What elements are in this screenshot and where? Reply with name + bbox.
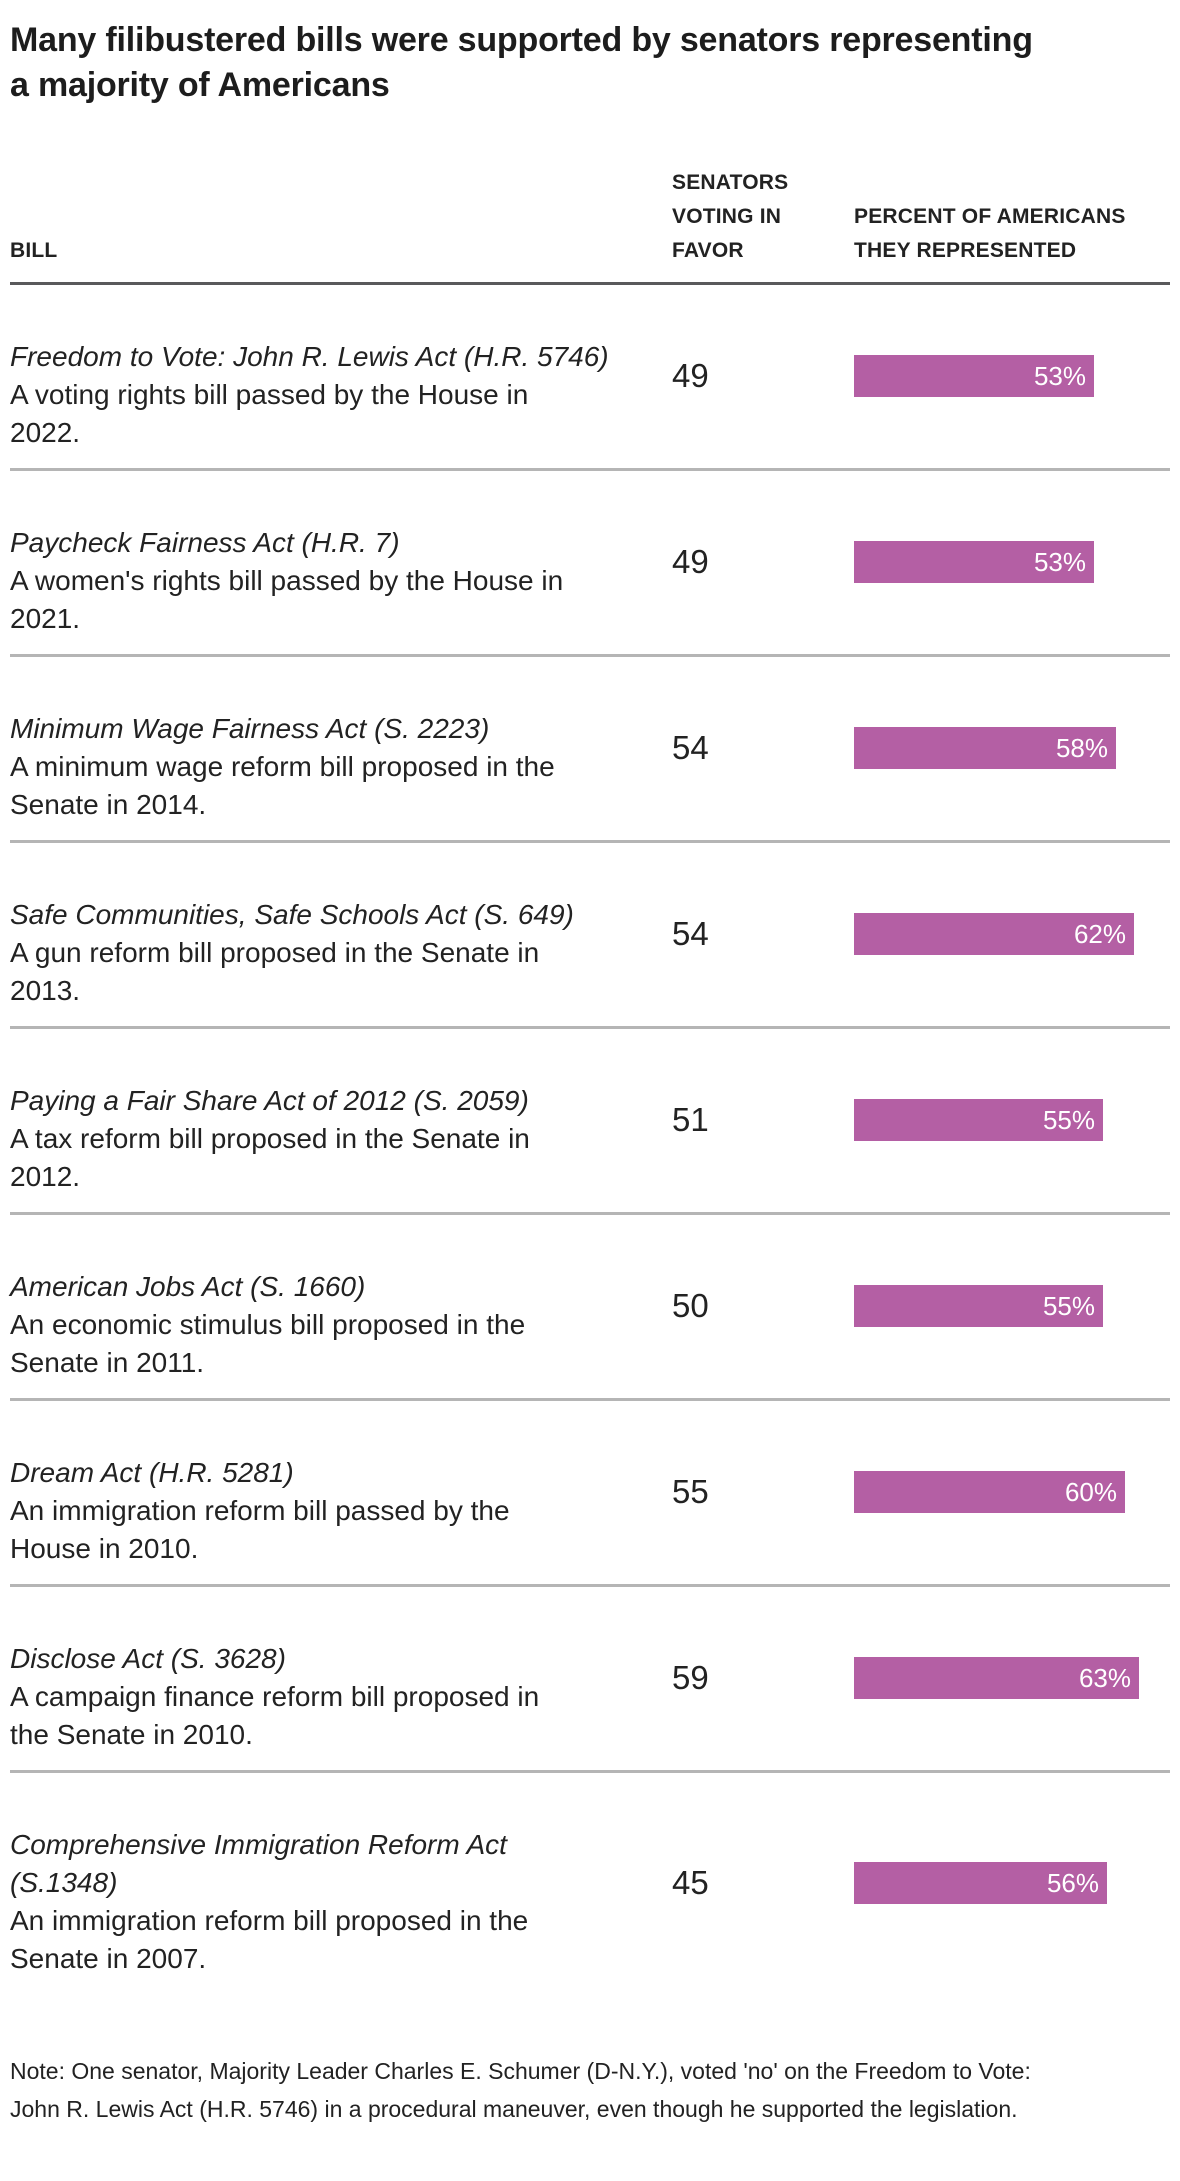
percent-bar-label: 55% [1042, 1290, 1095, 1321]
votes-value: 51 [672, 1101, 709, 1138]
percent-bar: 55% [854, 1099, 1103, 1141]
bar-cell: 62% [854, 913, 1170, 955]
header-bill: BILL [10, 239, 58, 262]
table-row: Paycheck Fairness Act (H.R. 7) A women's… [10, 471, 1170, 657]
bill-description: An immigration reform bill proposed in t… [10, 1905, 529, 1974]
percent-bar-label: 63% [1078, 1662, 1131, 1693]
votes-value: 55 [672, 1473, 709, 1510]
footnote: Note: One senator, Majority Leader Charl… [10, 2058, 1031, 2122]
table-header: BILL SENATORS VOTING IN FAVOR PERCENT OF… [10, 166, 1170, 285]
percent-bar-label: 62% [1073, 918, 1126, 949]
table-row: Safe Communities, Safe Schools Act (S. 6… [10, 843, 1170, 1029]
percent-bar: 56% [854, 1862, 1107, 1904]
table-row: Freedom to Vote: John R. Lewis Act (H.R.… [10, 285, 1170, 471]
votes-value: 50 [672, 1287, 709, 1324]
percent-bar-label: 53% [1033, 546, 1086, 577]
percent-bar: 53% [854, 355, 1094, 397]
votes-value: 54 [672, 915, 709, 952]
table-row: Dream Act (H.R. 5281) An immigration ref… [10, 1401, 1170, 1587]
bill-name: Safe Communities, Safe Schools Act (S. 6… [10, 899, 574, 930]
bill-name: Paying a Fair Share Act of 2012 (S. 2059… [10, 1085, 529, 1116]
votes-value: 49 [672, 357, 709, 394]
bar-cell: 55% [854, 1099, 1170, 1141]
header-senators-voting: SENATORS VOTING IN FAVOR [672, 171, 789, 262]
table-row: Disclose Act (S. 3628) A campaign financ… [10, 1587, 1170, 1773]
table-row: American Jobs Act (S. 1660) An economic … [10, 1215, 1170, 1401]
percent-bar: 63% [854, 1657, 1139, 1699]
bill-description: A tax reform bill proposed in the Senate… [10, 1123, 530, 1192]
percent-bar-label: 56% [1046, 1867, 1099, 1898]
header-percent-represented: PERCENT OF AMERICANS THEY REPRESENTED [854, 205, 1126, 262]
bill-cell: Paycheck Fairness Act (H.R. 7) A women's… [10, 486, 672, 638]
votes-value: 59 [672, 1659, 709, 1696]
bar-cell: 60% [854, 1471, 1170, 1513]
table-row: Minimum Wage Fairness Act (S. 2223) A mi… [10, 657, 1170, 843]
bill-cell: Dream Act (H.R. 5281) An immigration ref… [10, 1416, 672, 1568]
percent-bar: 60% [854, 1471, 1125, 1513]
bill-description: A minimum wage reform bill proposed in t… [10, 751, 555, 820]
bar-cell: 55% [854, 1285, 1170, 1327]
bill-description: A campaign finance reform bill proposed … [10, 1681, 540, 1750]
percent-bar: 58% [854, 727, 1116, 769]
votes-value: 45 [672, 1864, 709, 1901]
percent-bar: 53% [854, 541, 1094, 583]
bill-description: A women's rights bill passed by the Hous… [10, 565, 564, 634]
bill-description: An economic stimulus bill proposed in th… [10, 1309, 526, 1378]
bill-cell: Safe Communities, Safe Schools Act (S. 6… [10, 858, 672, 1010]
bar-cell: 53% [854, 355, 1170, 397]
bill-cell: Comprehensive Immigration Reform Act (S.… [10, 1788, 672, 1978]
bill-name: Freedom to Vote: John R. Lewis Act (H.R.… [10, 341, 609, 372]
bill-cell: American Jobs Act (S. 1660) An economic … [10, 1230, 672, 1382]
bill-name: Minimum Wage Fairness Act (S. 2223) [10, 713, 490, 744]
percent-bar-label: 60% [1064, 1476, 1117, 1507]
bar-cell: 56% [854, 1862, 1170, 1904]
bill-cell: Minimum Wage Fairness Act (S. 2223) A mi… [10, 672, 672, 824]
bill-name: Dream Act (H.R. 5281) [10, 1457, 294, 1488]
bill-name: Paycheck Fairness Act (H.R. 7) [10, 527, 400, 558]
bill-cell: Freedom to Vote: John R. Lewis Act (H.R.… [10, 300, 672, 452]
bill-description: An immigration reform bill passed by the… [10, 1495, 510, 1564]
votes-value: 54 [672, 729, 709, 766]
table-row: Paying a Fair Share Act of 2012 (S. 2059… [10, 1029, 1170, 1215]
percent-bar: 55% [854, 1285, 1103, 1327]
percent-bar-label: 53% [1033, 360, 1086, 391]
percent-bar: 62% [854, 913, 1134, 955]
page-title: Many filibustered bills were supported b… [10, 21, 1033, 104]
bill-name: Disclose Act (S. 3628) [10, 1643, 286, 1674]
bill-cell: Paying a Fair Share Act of 2012 (S. 2059… [10, 1044, 672, 1196]
bill-description: A voting rights bill passed by the House… [10, 379, 529, 448]
table-row: Comprehensive Immigration Reform Act (S.… [10, 1773, 1170, 1994]
bill-table: Freedom to Vote: John R. Lewis Act (H.R.… [10, 285, 1170, 1994]
bill-name: Comprehensive Immigration Reform Act (S.… [10, 1829, 507, 1898]
bar-cell: 53% [854, 541, 1170, 583]
votes-value: 49 [672, 543, 709, 580]
bill-cell: Disclose Act (S. 3628) A campaign financ… [10, 1602, 672, 1754]
bill-description: A gun reform bill proposed in the Senate… [10, 937, 540, 1006]
bar-cell: 58% [854, 727, 1170, 769]
percent-bar-label: 58% [1055, 732, 1108, 763]
bar-cell: 63% [854, 1657, 1170, 1699]
bill-name: American Jobs Act (S. 1660) [10, 1271, 366, 1302]
percent-bar-label: 55% [1042, 1104, 1095, 1135]
